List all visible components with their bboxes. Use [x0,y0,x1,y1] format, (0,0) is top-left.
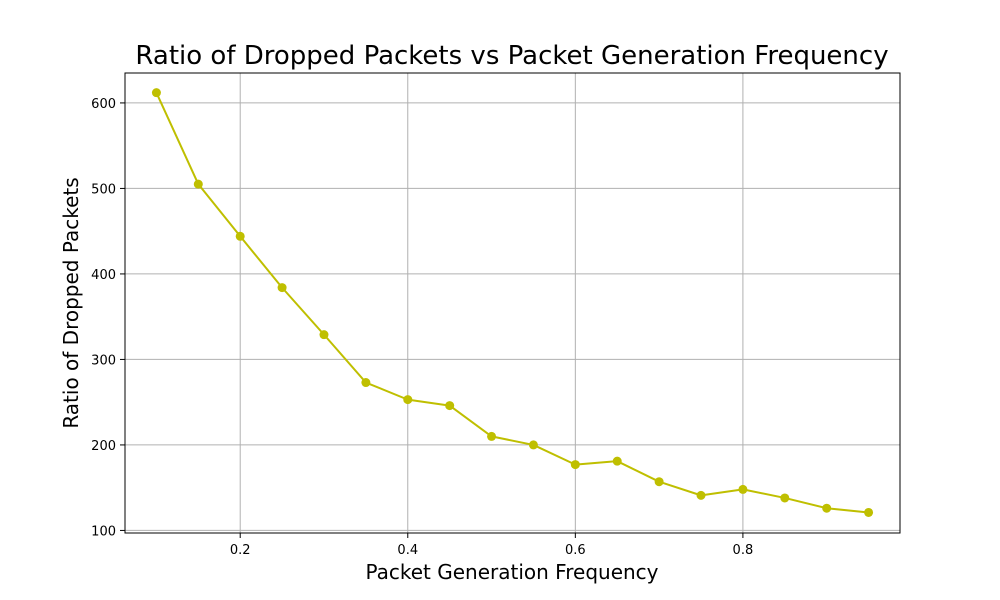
data-point [654,477,664,487]
y-tick-label: 100 [91,524,116,539]
x-axis: 0.2 0.4 0.6 0.8 [230,533,753,558]
chart-title: Ratio of Dropped Packets vs Packet Gener… [135,41,888,71]
series-layer [151,88,874,517]
y-axis-label: Ratio of Dropped Packets [59,177,83,428]
x-axis-label: Packet Generation Frequency [365,560,658,584]
data-point [696,490,706,500]
data-point [864,507,874,517]
data-point [780,493,790,503]
data-point [277,283,287,293]
data-point [445,401,455,411]
y-tick-label: 200 [91,439,116,454]
data-point [361,378,371,388]
y-tick-label: 300 [91,353,116,368]
data-point [151,88,161,98]
y-tick-label: 500 [91,182,116,197]
x-tick-label: 0.6 [565,543,586,558]
data-point [403,395,413,405]
data-point [612,456,622,466]
data-point [822,503,832,513]
data-point [193,179,203,189]
data-point [570,460,580,470]
x-tick-label: 0.2 [230,543,251,558]
y-tick-label: 400 [91,268,116,283]
data-point [319,330,329,340]
data-point [528,440,538,450]
x-tick-label: 0.4 [397,543,418,558]
data-point [738,484,748,494]
data-point [487,431,497,441]
grid [125,73,900,533]
data-point [235,231,245,241]
plot-frame [124,72,901,534]
x-tick-label: 0.8 [733,543,754,558]
series-line [155,92,869,514]
y-axis: 100 200 300 400 500 600 [91,97,125,539]
y-tick-label: 600 [91,97,116,112]
